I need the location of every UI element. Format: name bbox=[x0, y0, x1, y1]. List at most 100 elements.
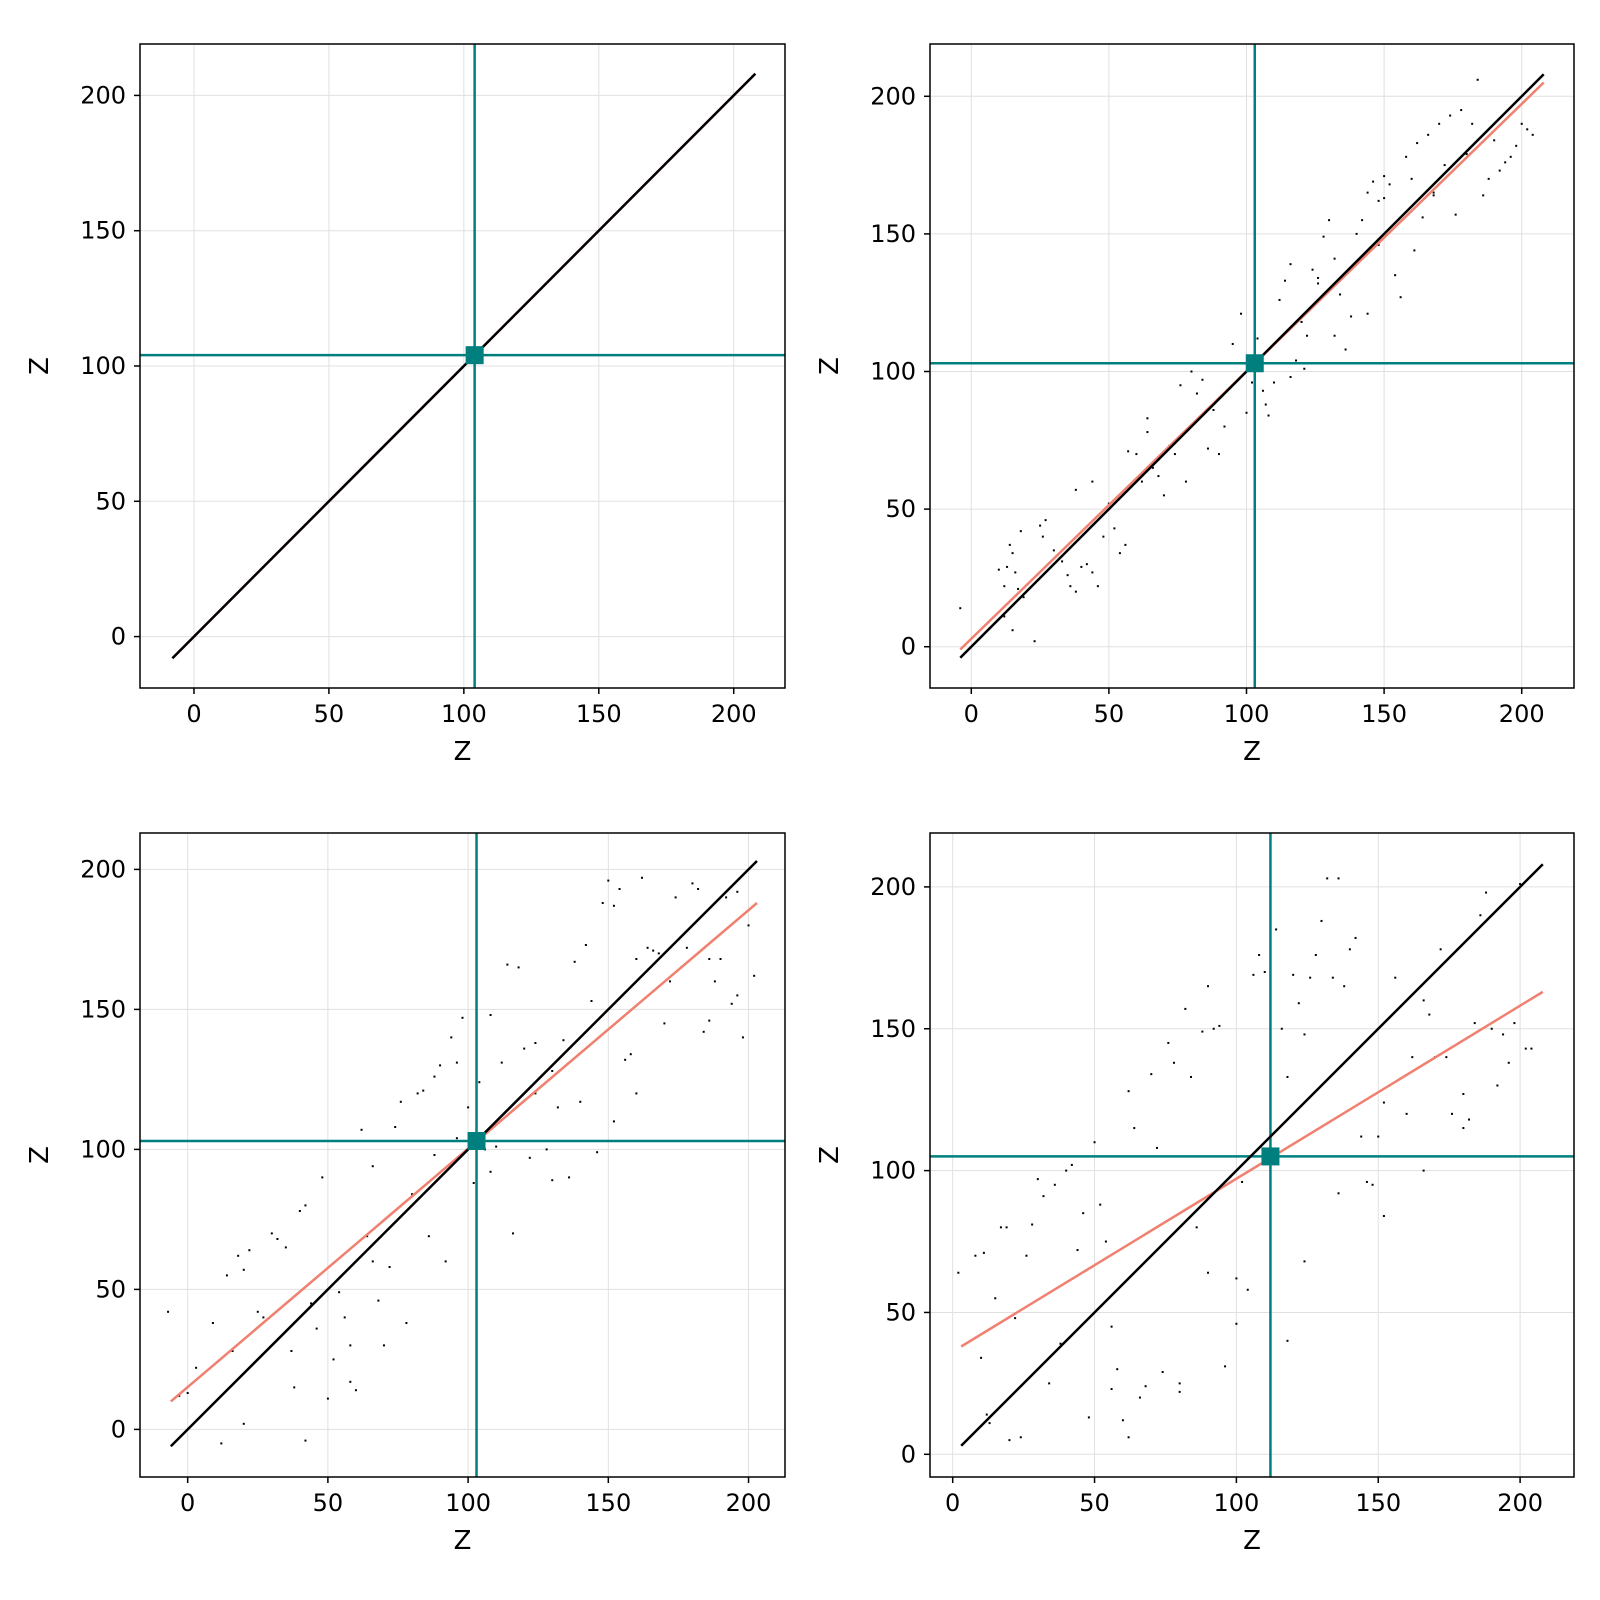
chart-2-point bbox=[195, 1366, 198, 1369]
chart-2-point bbox=[534, 1092, 537, 1095]
chart-3-point bbox=[1479, 914, 1482, 917]
chart-2-x-tick-label: 50 bbox=[313, 1489, 344, 1517]
chart-3-point bbox=[1031, 1223, 1034, 1226]
chart-1-point bbox=[1531, 133, 1534, 136]
chart-2-point bbox=[551, 1179, 554, 1182]
chart-1-point bbox=[1022, 596, 1025, 599]
chart-2-point bbox=[211, 1322, 214, 1324]
chart-3-point bbox=[1258, 953, 1261, 956]
chart-2-x-axis-label: Z bbox=[454, 1526, 472, 1556]
chart-2-point bbox=[573, 960, 576, 963]
chart-1-point bbox=[1438, 122, 1441, 125]
chart-3-identity-line bbox=[960, 863, 1544, 1447]
chart-1-point bbox=[1003, 615, 1006, 618]
chart-3-point bbox=[1144, 1385, 1147, 1388]
chart-2-point bbox=[652, 949, 655, 952]
chart-1-point bbox=[1140, 480, 1143, 483]
chart-2-point bbox=[506, 963, 509, 966]
chart-3-point bbox=[1099, 1203, 1102, 1206]
chart-3-x-tick-label: 100 bbox=[1213, 1489, 1259, 1517]
chart-3-grid bbox=[930, 833, 1574, 1477]
chart-1-point bbox=[1195, 392, 1198, 395]
chart-1-point bbox=[1449, 114, 1452, 117]
chart-2-point bbox=[360, 1128, 363, 1131]
chart-1-point bbox=[1179, 384, 1182, 387]
chart-2-point bbox=[702, 1030, 705, 1033]
chart-2-point bbox=[517, 966, 520, 969]
chart-1-point bbox=[1239, 312, 1242, 315]
chart-2-y-tick-label: 0 bbox=[111, 1415, 126, 1443]
chart-3-point bbox=[982, 1251, 985, 1254]
chart-3-point bbox=[957, 1271, 960, 1274]
chart-3-point bbox=[1005, 1226, 1008, 1229]
chart-1-point bbox=[1454, 213, 1457, 216]
chart-0-x-axis-label: Z bbox=[454, 737, 472, 767]
chart-1-point bbox=[1080, 565, 1083, 568]
chart-3-y-axis-label: Z bbox=[815, 1146, 845, 1164]
chart-2-point bbox=[697, 888, 700, 890]
chart-1-point bbox=[1085, 563, 1088, 566]
chart-1-point bbox=[1135, 453, 1138, 456]
chart-1-y-tick-label: 200 bbox=[870, 82, 916, 110]
chart-0-y-tick-label: 150 bbox=[80, 217, 126, 245]
chart-3-x-tick-label: 150 bbox=[1355, 1489, 1401, 1517]
chart-3-point bbox=[1292, 973, 1295, 976]
chart-3-x-tick-label: 50 bbox=[1079, 1489, 1110, 1517]
chart-2-point bbox=[528, 1156, 531, 1159]
chart-1-point bbox=[1306, 334, 1309, 337]
chart-3-point bbox=[1218, 1024, 1221, 1027]
chart-3-point bbox=[1178, 1382, 1181, 1385]
chart-1-point bbox=[1217, 453, 1220, 456]
chart-2-point bbox=[545, 1148, 548, 1151]
chart-1-point bbox=[1317, 282, 1320, 285]
chart-1-point bbox=[1102, 535, 1105, 538]
chart-1-point bbox=[1069, 585, 1072, 588]
chart-2-point bbox=[472, 1182, 475, 1184]
chart-3-point bbox=[1394, 976, 1397, 979]
chart-2-x-tick-label: 150 bbox=[585, 1489, 631, 1517]
chart-1-point bbox=[1162, 494, 1165, 497]
chart-1-point bbox=[1394, 274, 1397, 277]
chart-1-point bbox=[1405, 155, 1408, 158]
chart-2-point bbox=[399, 1100, 402, 1103]
chart-3-point bbox=[1451, 1112, 1454, 1115]
chart-3-point bbox=[1019, 1436, 1022, 1439]
chart-1-point bbox=[1245, 411, 1248, 414]
chart-2-point bbox=[366, 1235, 369, 1238]
chart-1-point bbox=[1212, 409, 1215, 412]
chart-3-point bbox=[1087, 1416, 1090, 1419]
chart-1-point bbox=[1273, 381, 1276, 384]
chart-2-point bbox=[371, 1165, 374, 1168]
chart-2-point bbox=[242, 1422, 245, 1425]
chart-2-point bbox=[624, 1058, 627, 1061]
chart-1-point bbox=[1011, 629, 1014, 632]
chart-1-point bbox=[1487, 177, 1490, 180]
chart-1-point bbox=[1044, 519, 1047, 522]
chart-3-point bbox=[1161, 1371, 1164, 1374]
chart-2-point bbox=[534, 1042, 537, 1044]
chart-1-point bbox=[1377, 199, 1380, 202]
chart-1-point bbox=[1118, 552, 1121, 555]
chart-1-point bbox=[1303, 367, 1306, 370]
chart-2-x-tick-label: 200 bbox=[726, 1489, 772, 1517]
chart-2-point bbox=[725, 896, 728, 899]
chart-1-center-marker bbox=[1245, 354, 1264, 373]
chart-1-point bbox=[1173, 453, 1176, 456]
chart-2-point bbox=[708, 1019, 711, 1022]
chart-1-point bbox=[1504, 161, 1507, 164]
chart-2-point bbox=[349, 1380, 352, 1383]
chart-3-point bbox=[1048, 1382, 1051, 1385]
chart-2-point bbox=[444, 1260, 447, 1263]
chart-1-y-axis-label: Z bbox=[815, 357, 845, 375]
chart-1-point bbox=[1344, 348, 1347, 351]
chart-2-point bbox=[433, 1075, 436, 1078]
chart-3-center-marker bbox=[1261, 1147, 1280, 1166]
chart-3-point bbox=[1468, 1118, 1471, 1121]
chart-1-point bbox=[1289, 376, 1292, 379]
chart-3-point bbox=[1382, 1214, 1385, 1217]
chart-3-x-axis-label: Z bbox=[1243, 1526, 1261, 1556]
chart-3-point bbox=[1314, 953, 1317, 956]
chart-2-point bbox=[382, 1344, 385, 1347]
chart-2-point bbox=[629, 1053, 632, 1056]
chart-3-point bbox=[1286, 1339, 1289, 1342]
